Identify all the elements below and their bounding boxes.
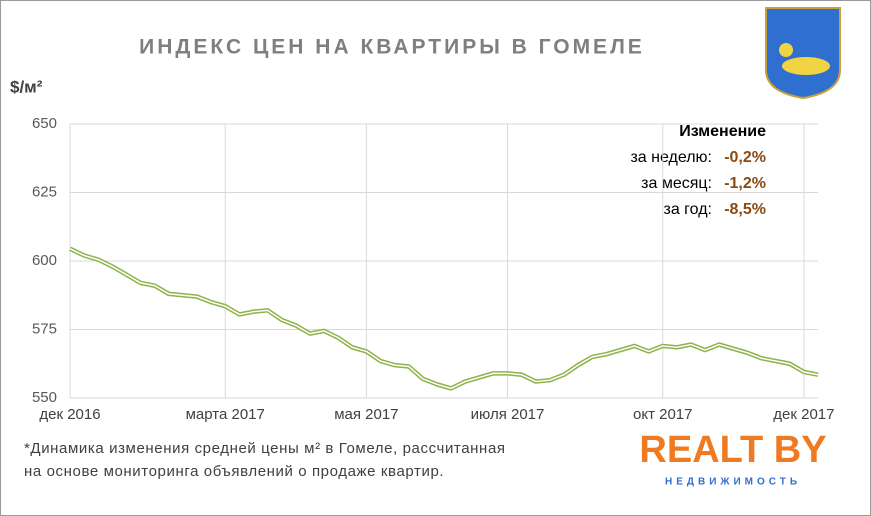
y-tick-label: 650: [32, 115, 57, 132]
annotation-title: Изменение: [679, 123, 766, 140]
y-tick-label: 550: [32, 389, 57, 406]
line-series-inner: [69, 247, 819, 390]
annotation: Изменение -0,2% за неделю: -1,2% за месяц: -8…: [630, 123, 766, 218]
y-tick-label: 600: [32, 252, 57, 269]
annotation-value: -8,5%: [724, 201, 766, 218]
coat-of-arms: [765, 7, 841, 100]
logo-tagline: НЕДВИЖИМОСТЬ: [665, 477, 801, 488]
annotation-label: за год:: [664, 201, 713, 218]
x-tick-label: июля 2017: [471, 406, 545, 423]
logo-brand: REALT BY: [639, 429, 826, 471]
annotation-value: -1,2%: [724, 175, 766, 192]
y-axis-label: $/м²: [10, 77, 43, 96]
x-tick-label: дек 2016: [39, 406, 100, 423]
x-tick-label: мая 2017: [334, 406, 398, 423]
y-tick-label: 575: [32, 320, 57, 337]
y-tick-label: 625: [32, 183, 57, 200]
annotation-label: за месяц:: [641, 175, 712, 192]
x-tick-label: дек 2017: [773, 406, 834, 423]
footnote: на основе мониторинга объявлений о прода…: [24, 463, 444, 480]
annotation-label: за неделю:: [630, 149, 712, 166]
chart-title: ИНДЕКС ЦЕН НА КВАРТИРЫ В ГОМЕЛЕ: [139, 36, 645, 59]
x-tick-label: марта 2017: [186, 406, 265, 423]
x-tick-label: окт 2017: [633, 406, 692, 423]
annotation-value: -0,2%: [724, 149, 766, 166]
footnote: *Динамика изменения средней цены м² в Го…: [24, 440, 506, 457]
